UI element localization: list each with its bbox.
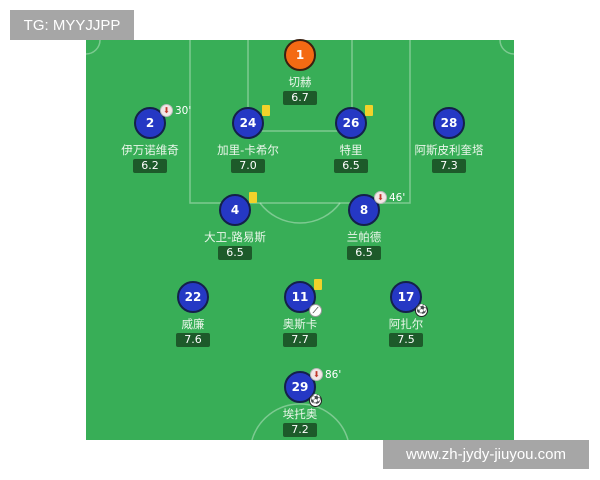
center-circle xyxy=(251,403,349,440)
yellow-card-icon xyxy=(314,279,322,290)
player-name: 切赫 xyxy=(288,75,312,89)
player-2[interactable]: 2 ⬇ 30' 伊万诺维奇 6.2 xyxy=(90,104,210,173)
sub-out-icon: ⬇ xyxy=(374,191,387,204)
watermark-bottom-right: www.zh-jydy-jiuyou.com xyxy=(383,440,589,469)
player-name: 伊万诺维奇 xyxy=(121,143,179,157)
player-name: 埃托奥 xyxy=(282,407,318,421)
player-rating: 6.5 xyxy=(218,246,252,260)
player-rating: 6.5 xyxy=(334,159,368,173)
goal-area xyxy=(247,40,353,132)
player-name: 兰帕德 xyxy=(346,230,382,244)
player-name: 奥斯卡 xyxy=(282,317,318,331)
player-1[interactable]: 1 切赫 6.7 xyxy=(240,39,360,105)
player-8[interactable]: 8 ⬇ 46' 兰帕德 6.5 xyxy=(304,191,424,260)
player-rating: 7.0 xyxy=(231,159,265,173)
player-rating: 6.2 xyxy=(133,159,167,173)
sub-out-icon: ⬇ xyxy=(160,104,173,117)
player-number: 1 xyxy=(284,39,316,71)
player-name: 威廉 xyxy=(181,317,205,331)
player-circle: 26 xyxy=(335,105,373,139)
substitution: ⬇ 86' xyxy=(310,368,341,381)
player-rating: 7.3 xyxy=(432,159,466,173)
player-29[interactable]: 29 ⬇ 86' ⚽ 埃托奥 7.2 xyxy=(240,368,360,437)
sub-minute: 46' xyxy=(389,191,406,204)
player-rating: 6.7 xyxy=(283,91,317,105)
yellow-card-icon xyxy=(365,105,373,116)
player-24[interactable]: 24 加里-卡希尔 7.0 xyxy=(188,105,308,173)
player-circle: 4 xyxy=(219,192,257,226)
player-number: 11 xyxy=(291,290,309,304)
substitution: ⬇ 46' xyxy=(374,191,405,204)
corner-arc-right xyxy=(499,40,514,55)
player-rating: 7.7 xyxy=(283,333,317,347)
player-11[interactable]: 11 ⟋ 奥斯卡 7.7 xyxy=(240,279,360,347)
corner-arc-left xyxy=(86,40,101,55)
goal-ball-icon: ⚽ xyxy=(415,304,428,317)
player-number: 4 xyxy=(230,203,240,217)
substitution: ⬇ 30' xyxy=(160,104,191,117)
player-number: 17 xyxy=(397,290,415,304)
player-circle: 17 ⚽ xyxy=(390,281,428,317)
player-4[interactable]: 4 大卫-路易斯 6.5 xyxy=(175,192,295,260)
player-name: 大卫-路易斯 xyxy=(204,230,266,244)
player-rating: 7.6 xyxy=(176,333,210,347)
player-circle: 24 xyxy=(232,105,270,139)
player-rating: 7.2 xyxy=(283,423,317,437)
player-number: 24 xyxy=(239,116,257,130)
sub-out-icon: ⬇ xyxy=(310,368,323,381)
player-28[interactable]: 28 阿斯皮利奎塔 7.3 xyxy=(389,107,509,173)
penalty-box xyxy=(189,40,411,204)
player-circle: 11 ⟋ xyxy=(284,279,322,317)
player-name: 加里-卡希尔 xyxy=(217,143,279,157)
pitch-lines xyxy=(86,40,514,440)
player-circle: 8 ⬇ 46' xyxy=(348,191,405,226)
player-rating: 7.5 xyxy=(389,333,423,347)
player-rating: 6.5 xyxy=(347,246,381,260)
sub-minute: 30' xyxy=(175,104,192,117)
sub-minute: 86' xyxy=(325,368,342,381)
assist-icon: ⟋ xyxy=(309,304,322,317)
player-circle: 29 ⬇ 86' ⚽ xyxy=(284,368,341,407)
player-number: 28 xyxy=(433,107,465,139)
player-22[interactable]: 22 威廉 7.6 xyxy=(133,281,253,347)
yellow-card-icon xyxy=(262,105,270,116)
yellow-card-icon xyxy=(249,192,257,203)
goal-ball-icon: ⚽ xyxy=(309,394,322,407)
player-number: 22 xyxy=(177,281,209,313)
player-name: 阿斯皮利奎塔 xyxy=(414,143,484,157)
player-circle: 2 ⬇ 30' xyxy=(134,104,191,139)
penalty-arc xyxy=(259,202,341,224)
player-number: 8 xyxy=(359,203,369,217)
player-name: 特里 xyxy=(339,143,363,157)
player-17[interactable]: 17 ⚽ 阿扎尔 7.5 xyxy=(346,281,466,347)
player-number: 2 xyxy=(145,116,155,130)
player-number: 26 xyxy=(342,116,360,130)
player-number: 29 xyxy=(291,380,309,394)
watermark-top-left: TG: MYYJJPP xyxy=(10,10,134,40)
player-name: 阿扎尔 xyxy=(388,317,424,331)
player-26[interactable]: 26 特里 6.5 xyxy=(291,105,411,173)
